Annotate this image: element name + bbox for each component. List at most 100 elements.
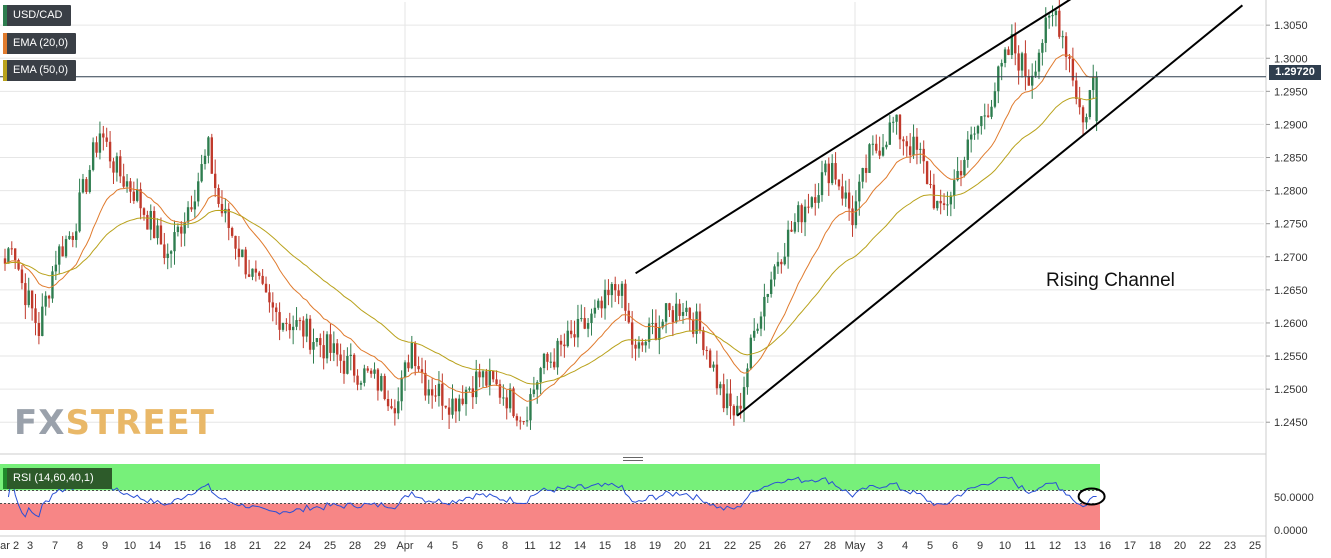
candle-body (834, 163, 837, 180)
candle-body (163, 244, 166, 259)
candle-body (95, 142, 98, 153)
candle-body (136, 189, 139, 201)
candle-body (851, 208, 854, 226)
candle-body (830, 163, 834, 184)
candle-body (71, 235, 74, 240)
candle-body (227, 208, 230, 228)
candle-body (444, 405, 447, 408)
legend-symbol[interactable]: USD/CAD (3, 5, 71, 26)
candle-body (278, 312, 281, 330)
candle-body (668, 303, 671, 311)
candle-body (261, 275, 264, 284)
y-tick-label: 1.2800 (1274, 186, 1308, 198)
candle-body (488, 370, 491, 386)
candle-body (498, 384, 502, 398)
x-tick-label: 10 (124, 540, 136, 552)
x-tick-label: 5 (927, 540, 933, 552)
candle-body (847, 192, 851, 209)
legend-ema20-label: EMA (20,0) (13, 37, 69, 49)
candle-body (159, 225, 163, 245)
candle-body (180, 226, 183, 234)
candle-body (61, 246, 64, 257)
ema-lines (4, 54, 1097, 402)
candle-body (868, 144, 871, 173)
candle-body (139, 189, 142, 209)
candle-body (68, 235, 71, 240)
pane-splitter-handle[interactable] (623, 455, 643, 462)
candle-body (837, 179, 841, 187)
candle-body (437, 383, 441, 397)
candle-body (722, 384, 725, 409)
candle-body (108, 141, 112, 162)
candle-body (895, 114, 898, 122)
candle-body (461, 398, 464, 405)
last-price-badge: 1.29720 (1269, 65, 1321, 80)
candle-body (1081, 107, 1085, 123)
legend-swatch (3, 60, 7, 81)
candle-body (275, 307, 278, 313)
candle-body (871, 143, 875, 145)
candle-body (993, 91, 997, 107)
legend-ema50[interactable]: EMA (50,0) (3, 60, 77, 81)
candle-body (786, 229, 790, 257)
candle-body (91, 142, 95, 170)
y-tick-label: 1.2950 (1274, 86, 1308, 98)
candle-body (451, 398, 454, 415)
candle-body (207, 137, 210, 156)
candle-body (953, 180, 956, 196)
candle-body (98, 133, 102, 153)
x-tick-label: 15 (174, 540, 186, 552)
candle-body (1041, 42, 1044, 53)
candle-body (363, 368, 366, 383)
candle-body (661, 321, 664, 328)
candle-body (308, 318, 312, 350)
candle-body (736, 405, 739, 416)
candle-body (844, 192, 847, 199)
candle-body (319, 338, 322, 346)
candle-body (607, 289, 610, 296)
x-tick-label: 5 (452, 540, 458, 552)
legend-ema20[interactable]: EMA (20,0) (3, 33, 77, 54)
legend-rsi[interactable]: RSI (14,60,40,1) (3, 468, 112, 489)
candle-body (814, 197, 817, 203)
candle-body (600, 300, 603, 309)
candle-body (373, 369, 376, 374)
candle-body (1058, 10, 1061, 37)
candle-body (1031, 75, 1034, 86)
candle-body (352, 354, 356, 376)
candle-body (725, 393, 729, 409)
candle-body (675, 303, 678, 323)
candle-body (203, 155, 207, 165)
x-tick-label: 4 (902, 540, 908, 552)
candle-body (464, 389, 468, 405)
candle-body (1003, 49, 1007, 63)
candle-body (593, 307, 597, 314)
x-tick-label: 23 (1224, 540, 1236, 552)
candle-body (129, 181, 132, 192)
candle-body (251, 268, 254, 277)
candle-body (424, 372, 427, 396)
candle-body (281, 322, 285, 330)
candle-body (624, 283, 627, 311)
x-tick-label: 3 (27, 540, 33, 552)
candle-body (1000, 62, 1003, 67)
x-tick-label: Mar 2 (0, 540, 19, 552)
candle-body (20, 269, 24, 284)
candle-body (64, 239, 68, 257)
candle-body (627, 310, 630, 323)
candle-body (898, 114, 902, 140)
candle-body (102, 133, 105, 138)
candle-body (603, 289, 607, 309)
x-tick-label: 8 (502, 540, 508, 552)
candle-body (115, 156, 119, 173)
candle-body (939, 200, 942, 204)
candle-body (268, 292, 271, 303)
rsi-oversold-zone (0, 503, 1100, 530)
candle-body (400, 377, 403, 402)
candle-body (925, 161, 929, 185)
candle-body (258, 272, 261, 276)
candle-body (75, 231, 78, 240)
candle-body (749, 337, 753, 369)
